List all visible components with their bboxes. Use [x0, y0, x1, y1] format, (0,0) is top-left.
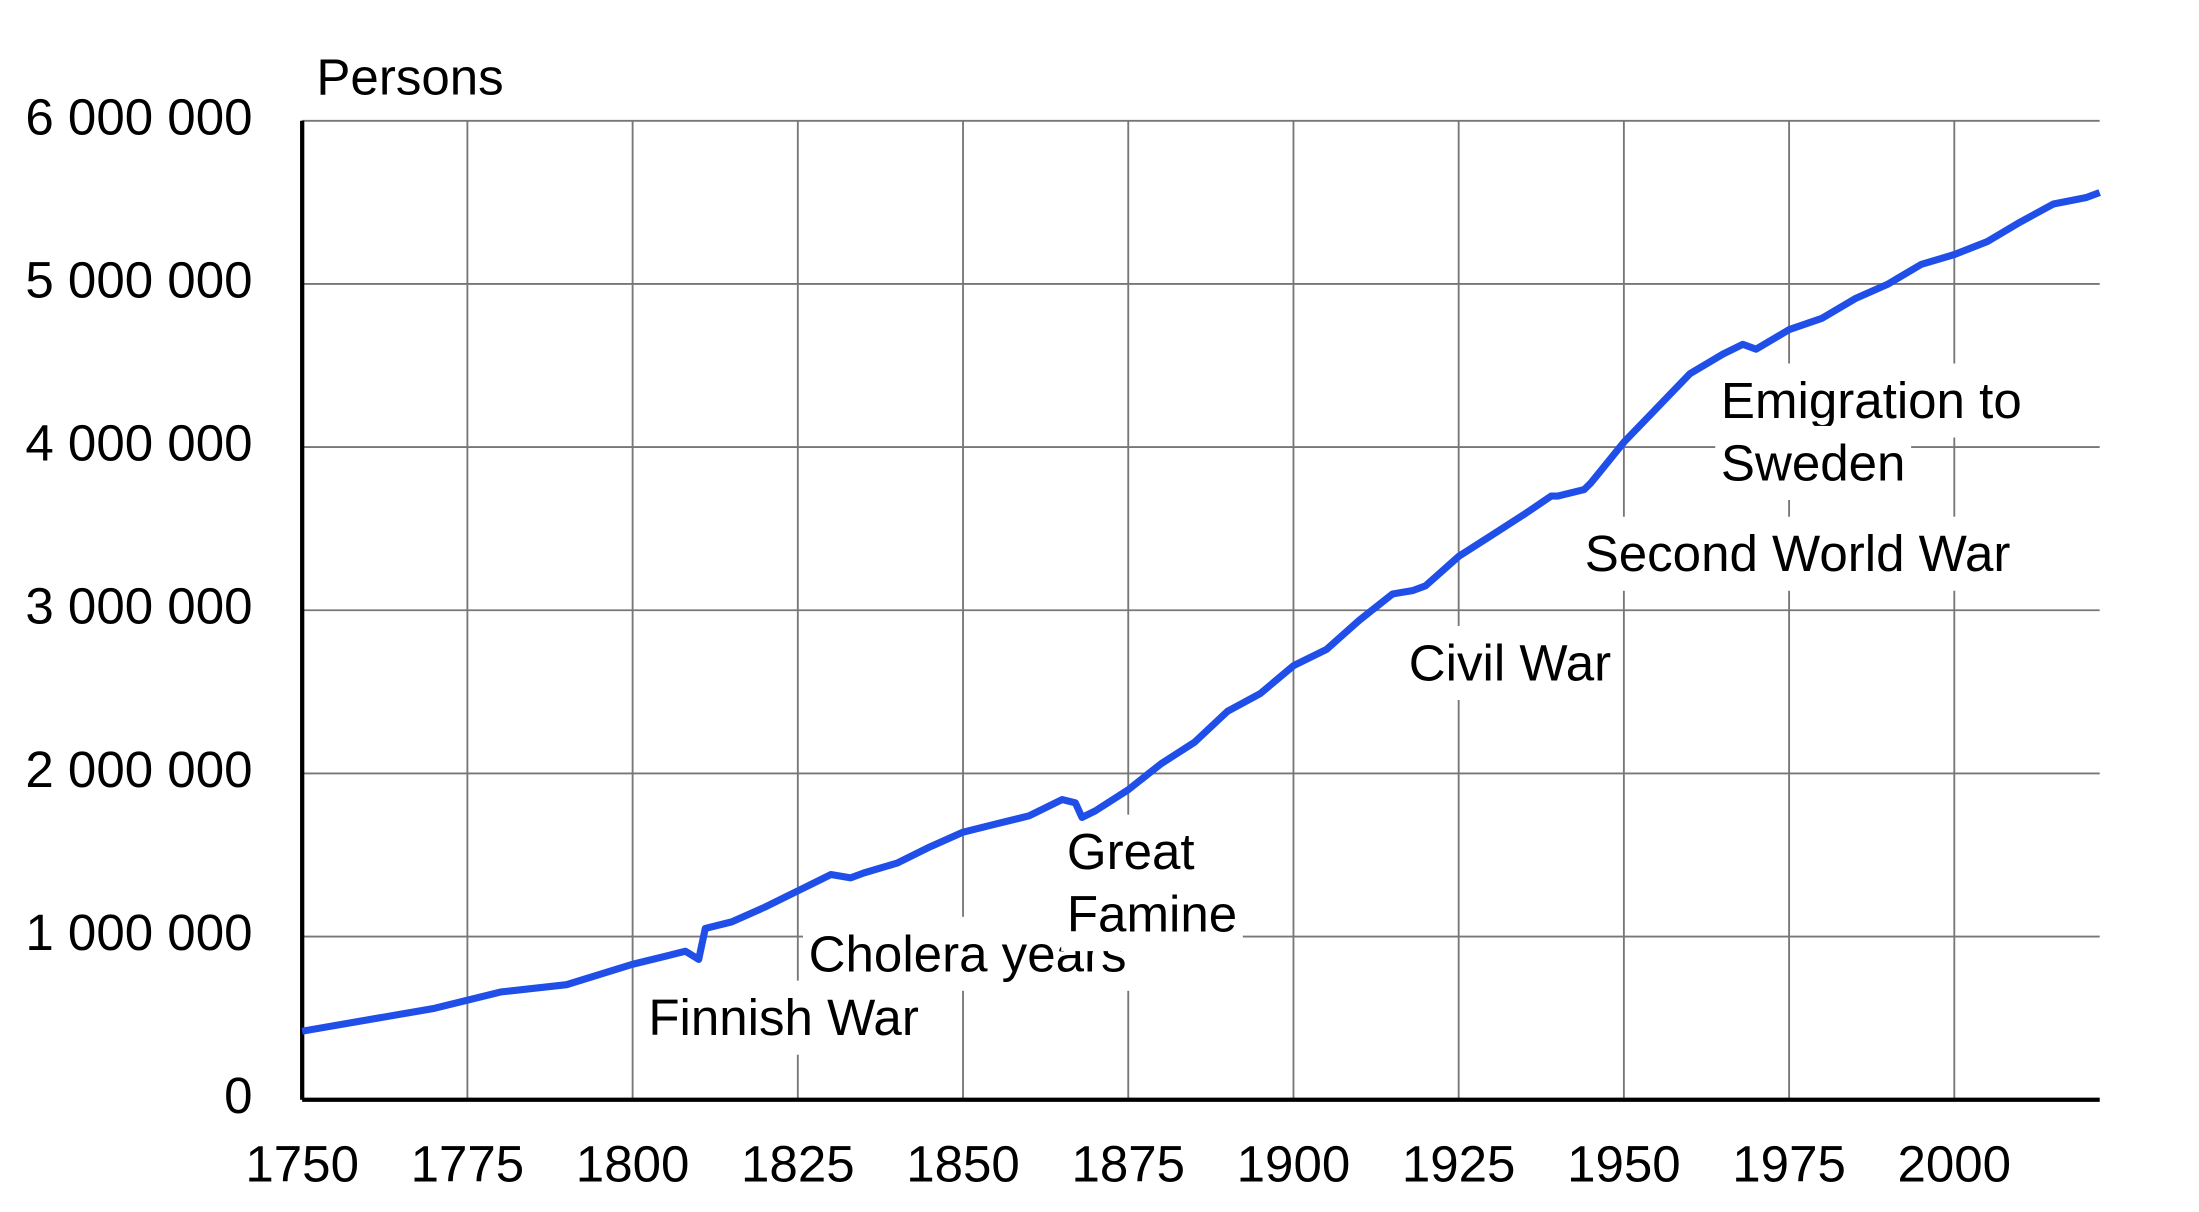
annotation: Famine [1067, 886, 1237, 943]
annotation-background [1579, 516, 2017, 591]
annotation: Emigration to [1721, 372, 2022, 429]
annotation-background [1061, 877, 1243, 952]
x-tick-label: 1950 [1567, 1135, 1681, 1192]
annotation: Civil War [1409, 634, 1611, 691]
x-tick-label: 1875 [1071, 1135, 1185, 1192]
annotation: Second World War [1585, 525, 2011, 582]
grid [301, 119, 2100, 1101]
x-tick-label: 2000 [1897, 1135, 2011, 1192]
x-tick-label: 1825 [741, 1135, 855, 1192]
annotation-background [1061, 814, 1201, 889]
y-tick-label: 4 000 000 [25, 415, 252, 472]
annotation: Finnish War [648, 989, 918, 1046]
x-tick-label: 1775 [411, 1135, 525, 1192]
y-tick-label: 6 000 000 [25, 88, 252, 145]
y-tick-label: 5 000 000 [25, 251, 252, 308]
x-tick-label: 1975 [1732, 1135, 1846, 1192]
y-tick-label: 2 000 000 [25, 741, 252, 798]
annotation-background [642, 980, 925, 1055]
annotation: Great [1067, 823, 1195, 880]
y-axis-label: Persons [316, 49, 503, 106]
y-tick-label: 1 000 000 [25, 904, 252, 961]
annotation: Sweden [1721, 434, 1906, 491]
y-tick-label: 0 [224, 1067, 252, 1124]
annotation-background [1715, 363, 2028, 438]
x-tick-label: 1925 [1402, 1135, 1516, 1192]
annotation-background [1403, 625, 1617, 701]
annotation-background [1715, 425, 1912, 500]
y-tick-label: 3 000 000 [25, 578, 252, 635]
x-tick-label: 1800 [576, 1135, 690, 1192]
data-line [301, 189, 2101, 1035]
x-tick-label: 1900 [1237, 1135, 1351, 1192]
x-tick-label: 1750 [245, 1135, 359, 1192]
x-tick-label: 1850 [906, 1135, 1020, 1192]
